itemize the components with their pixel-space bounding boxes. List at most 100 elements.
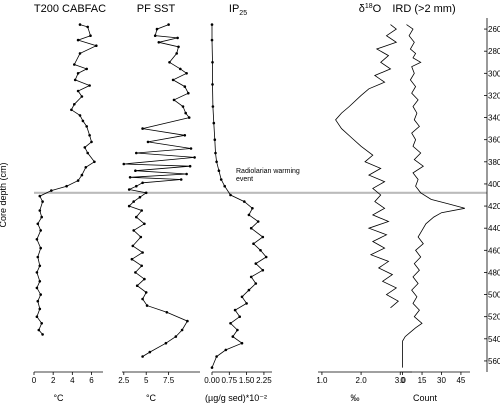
data-point-pfsst bbox=[134, 271, 137, 274]
data-point-ip25 bbox=[259, 249, 262, 252]
x-tick-label-t200: 6 bbox=[89, 376, 94, 385]
x-tick-label-ird: 0 bbox=[400, 376, 405, 385]
depth-tick-label: 280 bbox=[488, 47, 500, 56]
data-point-pfsst bbox=[141, 297, 144, 301]
data-point-ip25 bbox=[210, 23, 214, 26]
depth-tick-label: 420 bbox=[488, 202, 500, 211]
x-tick-label-pfsst: 5 bbox=[144, 376, 149, 385]
x-tick-label-ip25: 0.00 bbox=[204, 376, 220, 385]
depth-tick-label: 440 bbox=[488, 224, 500, 233]
data-point-t200 bbox=[40, 322, 43, 325]
data-point-ip25 bbox=[213, 138, 217, 141]
data-point-pfsst bbox=[139, 235, 143, 239]
data-point-pfsst bbox=[176, 36, 179, 40]
annotation-line-2: event bbox=[236, 176, 253, 183]
data-point-ip25 bbox=[215, 160, 218, 164]
data-point-ip25 bbox=[236, 328, 239, 332]
series-line-d18o bbox=[335, 24, 399, 309]
depth-axis: 260 280 300 320 340 360 380 400 420 440 460 480 500 5… bbox=[0, 18, 500, 372]
data-point-t200 bbox=[90, 140, 93, 144]
data-point-t200 bbox=[41, 333, 44, 336]
data-point-pfsst bbox=[184, 111, 187, 115]
data-point-pfsst bbox=[164, 341, 168, 345]
data-point-t200 bbox=[36, 255, 40, 259]
data-point-pfsst bbox=[186, 319, 189, 323]
depth-tick-label: 480 bbox=[488, 268, 500, 277]
data-point-t200 bbox=[88, 84, 91, 87]
warming-annotation: Radiolarian warming event bbox=[236, 168, 300, 183]
data-point-ip25 bbox=[251, 207, 254, 210]
data-point-pfsst bbox=[143, 222, 146, 226]
x-tick-label-ip25: 0.75 bbox=[222, 376, 238, 385]
data-point-t200 bbox=[76, 38, 80, 42]
data-point-t200 bbox=[65, 184, 68, 188]
data-point-pfsst bbox=[144, 191, 148, 195]
unit-label-t200: °C bbox=[53, 393, 64, 403]
data-point-pfsst bbox=[131, 244, 135, 248]
data-point-ip25 bbox=[229, 322, 232, 325]
data-point-pfsst bbox=[175, 52, 178, 55]
data-point-ip25 bbox=[211, 83, 214, 86]
x-tick-label-d18o: 1.0 bbox=[316, 376, 328, 385]
x-tick-label-ip25: 2.25 bbox=[256, 376, 272, 385]
data-point-pfsst bbox=[141, 127, 144, 130]
data-point-pfsst bbox=[183, 85, 187, 88]
data-point-ip25 bbox=[256, 220, 260, 223]
x-tick-label-d18o: 2.0 bbox=[356, 376, 368, 385]
depth-tick-label: 300 bbox=[488, 69, 500, 78]
data-point-ip25 bbox=[231, 335, 235, 338]
data-point-t200 bbox=[93, 160, 96, 164]
data-point-t200 bbox=[76, 89, 80, 93]
x-tick-label-t200: 4 bbox=[70, 376, 75, 385]
data-point-t200 bbox=[73, 63, 76, 66]
data-point-pfsst bbox=[189, 147, 193, 150]
data-point-ip25 bbox=[211, 105, 215, 108]
panel-t200: T200 CABFAC 0 2 4 6 °C bbox=[32, 3, 106, 403]
x-tick-label-d18o: 3.0 bbox=[395, 376, 407, 385]
data-point-t200 bbox=[76, 179, 80, 182]
data-point-t200 bbox=[39, 229, 42, 232]
data-point-pfsst bbox=[171, 78, 175, 82]
data-point-ip25 bbox=[211, 61, 214, 64]
x-tick-label-pfsst: 2.5 bbox=[118, 376, 130, 385]
data-point-t200 bbox=[38, 307, 42, 311]
data-point-t200 bbox=[38, 209, 42, 212]
data-point-pfsst bbox=[183, 134, 187, 137]
panel-title-ip25: IP25 bbox=[229, 3, 247, 17]
data-point-ip25 bbox=[240, 295, 244, 299]
data-point-pfsst bbox=[143, 277, 146, 281]
data-point-pfsst bbox=[141, 181, 144, 185]
data-point-t200 bbox=[81, 119, 85, 123]
data-point-ip25 bbox=[249, 275, 253, 279]
panel-title-pfsst: PF SST bbox=[137, 3, 176, 15]
panel-pfsst: PF SST 2.5 5 7.5 °C bbox=[118, 3, 200, 403]
data-point-pfsst bbox=[180, 328, 184, 332]
depth-tick-label: 360 bbox=[488, 136, 500, 145]
data-point-pfsst bbox=[140, 209, 143, 212]
x-tick-label-t200: 0 bbox=[32, 376, 37, 385]
data-point-t200 bbox=[78, 23, 82, 26]
data-point-pfsst bbox=[134, 169, 137, 172]
data-point-t200 bbox=[35, 271, 39, 274]
series-line-pfsst bbox=[123, 24, 195, 357]
data-point-t200 bbox=[73, 103, 76, 106]
data-point-pfsst bbox=[174, 335, 178, 338]
data-point-pfsst bbox=[168, 61, 171, 64]
x-tick-label-ird: 45 bbox=[456, 376, 465, 385]
data-point-pfsst bbox=[138, 195, 142, 199]
depth-tick-label: 260 bbox=[488, 25, 500, 34]
data-point-pfsst bbox=[187, 116, 191, 119]
data-point-pfsst bbox=[144, 291, 148, 294]
data-point-ip25 bbox=[223, 184, 226, 188]
depth-tick-label: 400 bbox=[488, 180, 500, 189]
data-point-pfsst bbox=[185, 72, 188, 75]
data-point-pfsst bbox=[132, 200, 135, 203]
data-point-ip25 bbox=[217, 169, 221, 172]
panel-ip25: IP25 0.00 0.75 1.50 2.25 (µg/g sed)*10⁻² bbox=[204, 3, 272, 403]
data-point-pfsst bbox=[132, 229, 135, 232]
data-point-t200 bbox=[80, 173, 84, 177]
data-point-pfsst bbox=[148, 350, 152, 354]
data-point-ip25 bbox=[210, 38, 214, 42]
panel-title-t200: T200 CABFAC bbox=[34, 3, 106, 15]
depth-axis-label: Core depth (cm) bbox=[0, 162, 8, 227]
